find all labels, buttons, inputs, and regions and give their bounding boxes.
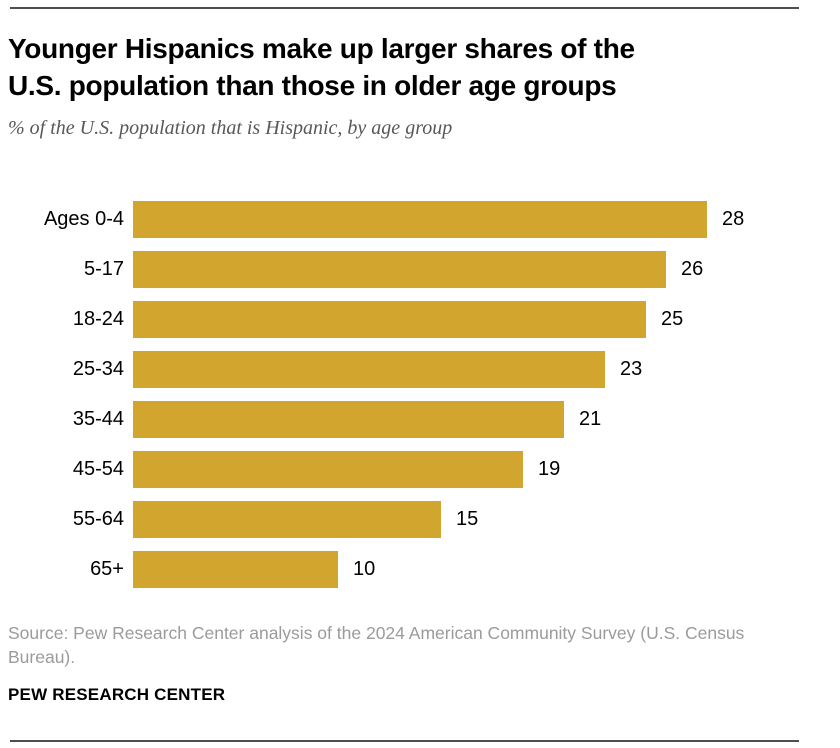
bar-value: 25 xyxy=(661,307,684,330)
chart-title-line-2: U.S. population than those in older age … xyxy=(8,70,617,101)
bar xyxy=(133,500,441,538)
page: Younger Hispanics make up larger shares … xyxy=(0,7,840,748)
bar-value: 23 xyxy=(620,357,643,380)
bar-row: 65+ 10 xyxy=(0,544,840,594)
source-note: Source: Pew Research Center analysis of … xyxy=(8,623,745,667)
chart-title-line-1: Younger Hispanics make up larger shares … xyxy=(8,33,635,64)
bar-label: 65+ xyxy=(90,557,124,580)
bar-label: 45-54 xyxy=(72,457,124,480)
bar-label: 25-34 xyxy=(72,357,124,380)
bar-value: 10 xyxy=(353,557,376,580)
top-divider xyxy=(10,7,799,9)
bottom-divider xyxy=(10,740,799,742)
chart-subtitle: % of the U.S. population that is Hispani… xyxy=(8,117,453,139)
bar-label: 18-24 xyxy=(72,307,124,330)
bar-row: 45-54 19 xyxy=(0,444,840,494)
bar-value: 21 xyxy=(579,407,602,430)
bar-row: 25-34 23 xyxy=(0,344,840,394)
bar-row: 55-64 15 xyxy=(0,494,840,544)
bar-label: Ages 0-4 xyxy=(43,207,124,230)
bar-chart: Ages 0-4 28 5-17 26 18-24 25 25-34 23 35-44 21 45-… xyxy=(0,194,840,594)
bar-row: 5-17 26 xyxy=(0,244,840,294)
bar-row: Ages 0-4 28 xyxy=(0,194,840,244)
bar xyxy=(133,550,338,588)
bar-value: 19 xyxy=(538,457,561,480)
bar xyxy=(133,450,523,488)
bar xyxy=(133,200,707,238)
bar-value: 28 xyxy=(722,207,745,230)
bar-label: 35-44 xyxy=(72,407,124,430)
bar xyxy=(133,400,564,438)
bar-value: 15 xyxy=(456,507,479,530)
bar-row: 35-44 21 xyxy=(0,394,840,444)
chart-title: Younger Hispanics make up larger shares … xyxy=(8,30,810,104)
bar-label: 5-17 xyxy=(83,257,124,280)
bar-value: 26 xyxy=(681,257,704,280)
bar xyxy=(133,250,666,288)
brand-wordmark: PEW RESEARCH CENTER xyxy=(8,685,226,704)
bar xyxy=(133,300,646,338)
bar-row: 18-24 25 xyxy=(0,294,840,344)
bar xyxy=(133,350,605,388)
bar-label: 55-64 xyxy=(72,507,124,530)
